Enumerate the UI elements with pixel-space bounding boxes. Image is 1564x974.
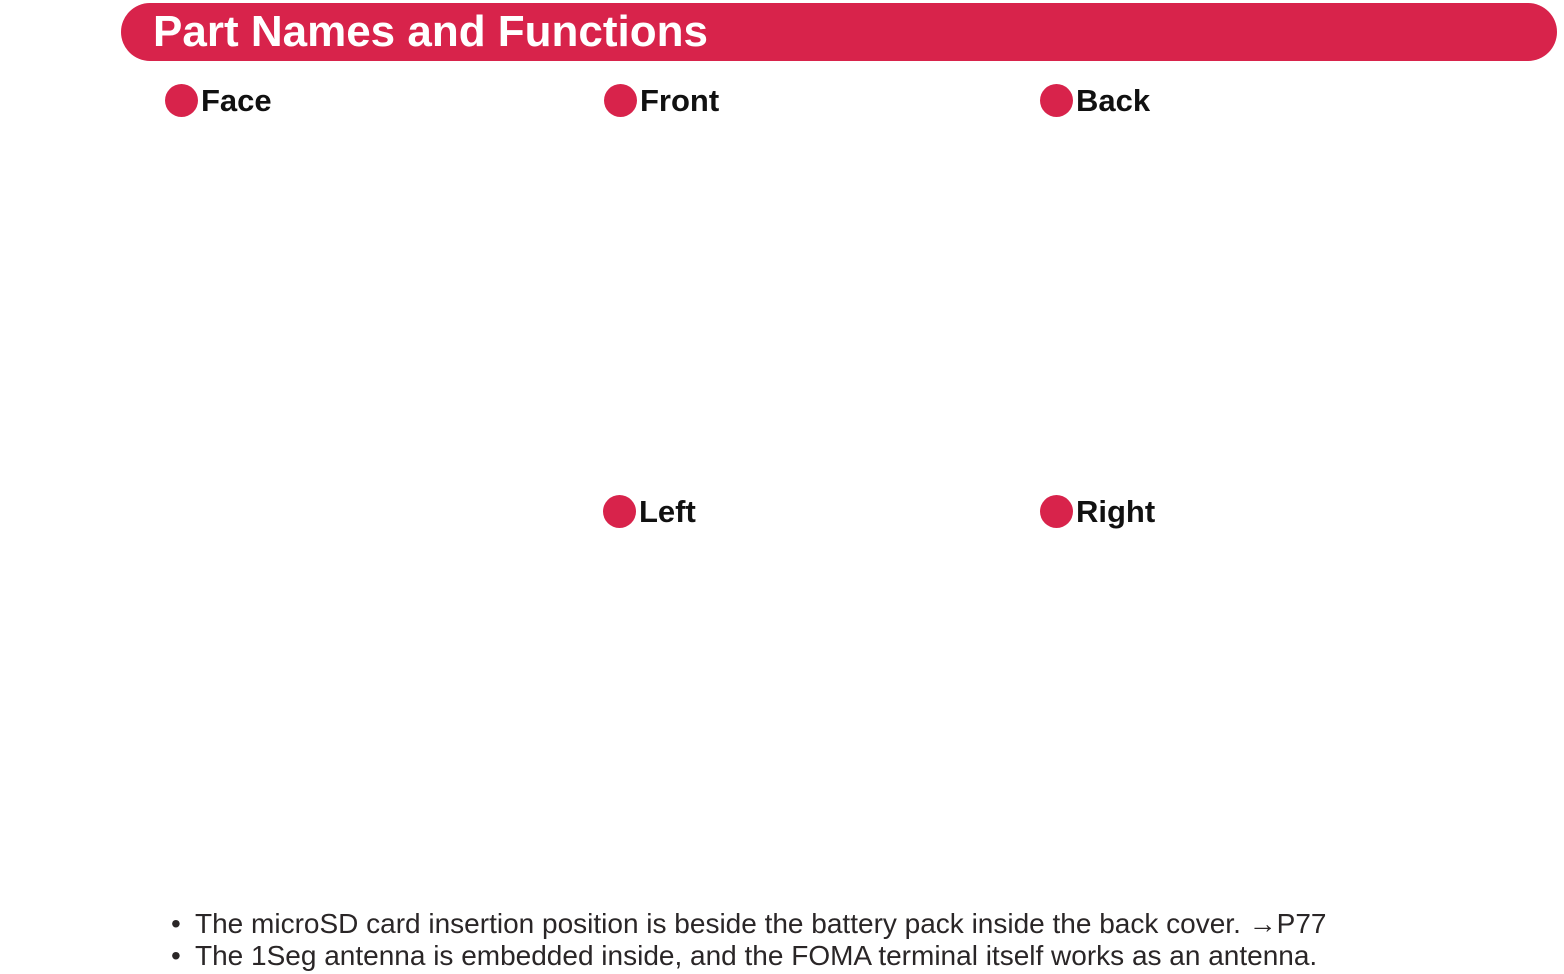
view-label-right: Right	[1040, 495, 1155, 528]
dot-bullet-icon: •	[171, 940, 181, 971]
view-label-text: Back	[1076, 83, 1151, 118]
notes-list: • The microSD card insertion position is…	[171, 908, 1326, 972]
view-label-text: Right	[1076, 494, 1156, 529]
circle-bullet-icon	[1040, 495, 1073, 528]
circle-bullet-icon	[165, 84, 198, 117]
dot-bullet-icon: •	[171, 908, 181, 939]
view-label-front: Front	[604, 84, 719, 117]
section-header: Part Names and Functions	[121, 3, 1557, 61]
circle-bullet-icon	[603, 495, 636, 528]
view-label-left: Left	[603, 495, 696, 528]
view-label-text: Front	[640, 83, 720, 118]
view-label-face: Face	[165, 84, 272, 117]
view-label-back: Back	[1040, 84, 1150, 117]
circle-bullet-icon	[604, 84, 637, 117]
note-text: The microSD card insertion position is b…	[195, 908, 1327, 939]
note-item: • The 1Seg antenna is embedded inside, a…	[171, 940, 1326, 972]
circle-bullet-icon	[1040, 84, 1073, 117]
view-label-text: Left	[639, 494, 696, 529]
note-item: • The microSD card insertion position is…	[171, 908, 1326, 940]
page-title: Part Names and Functions	[153, 7, 709, 56]
note-text: The 1Seg antenna is embedded inside, and…	[195, 940, 1318, 971]
view-label-text: Face	[201, 83, 272, 118]
